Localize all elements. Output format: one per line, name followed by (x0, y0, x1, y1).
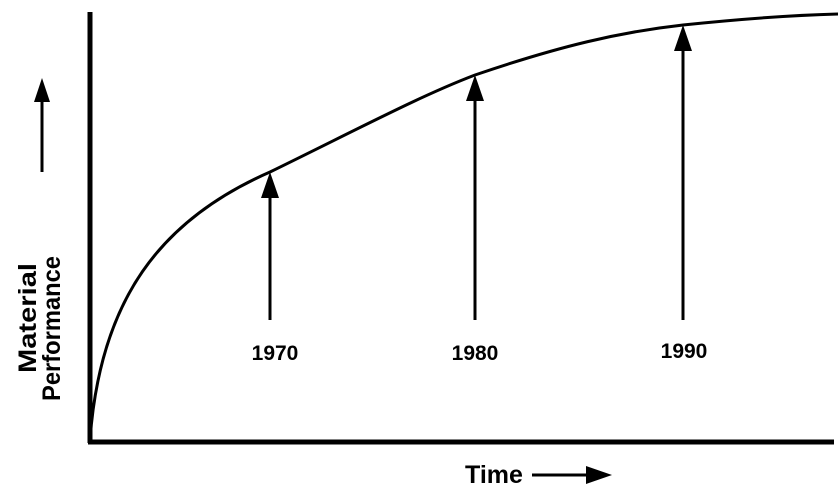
x-axis-arrow (532, 466, 612, 484)
y-label-line: Material (14, 263, 42, 373)
marker-arrow (466, 75, 484, 320)
marker-label: 1970 (252, 342, 299, 365)
marker-arrow (674, 25, 692, 320)
performance-curve (88, 12, 838, 441)
x-axis-label: Time (465, 461, 523, 488)
y-label-line: Performance (38, 256, 66, 401)
marker-arrow (261, 172, 279, 320)
marker-label: 1990 (661, 340, 708, 363)
y-axis-label: Material Performance (14, 256, 66, 401)
marker-label: 1980 (452, 342, 499, 365)
y-axis-arrow (34, 78, 50, 172)
